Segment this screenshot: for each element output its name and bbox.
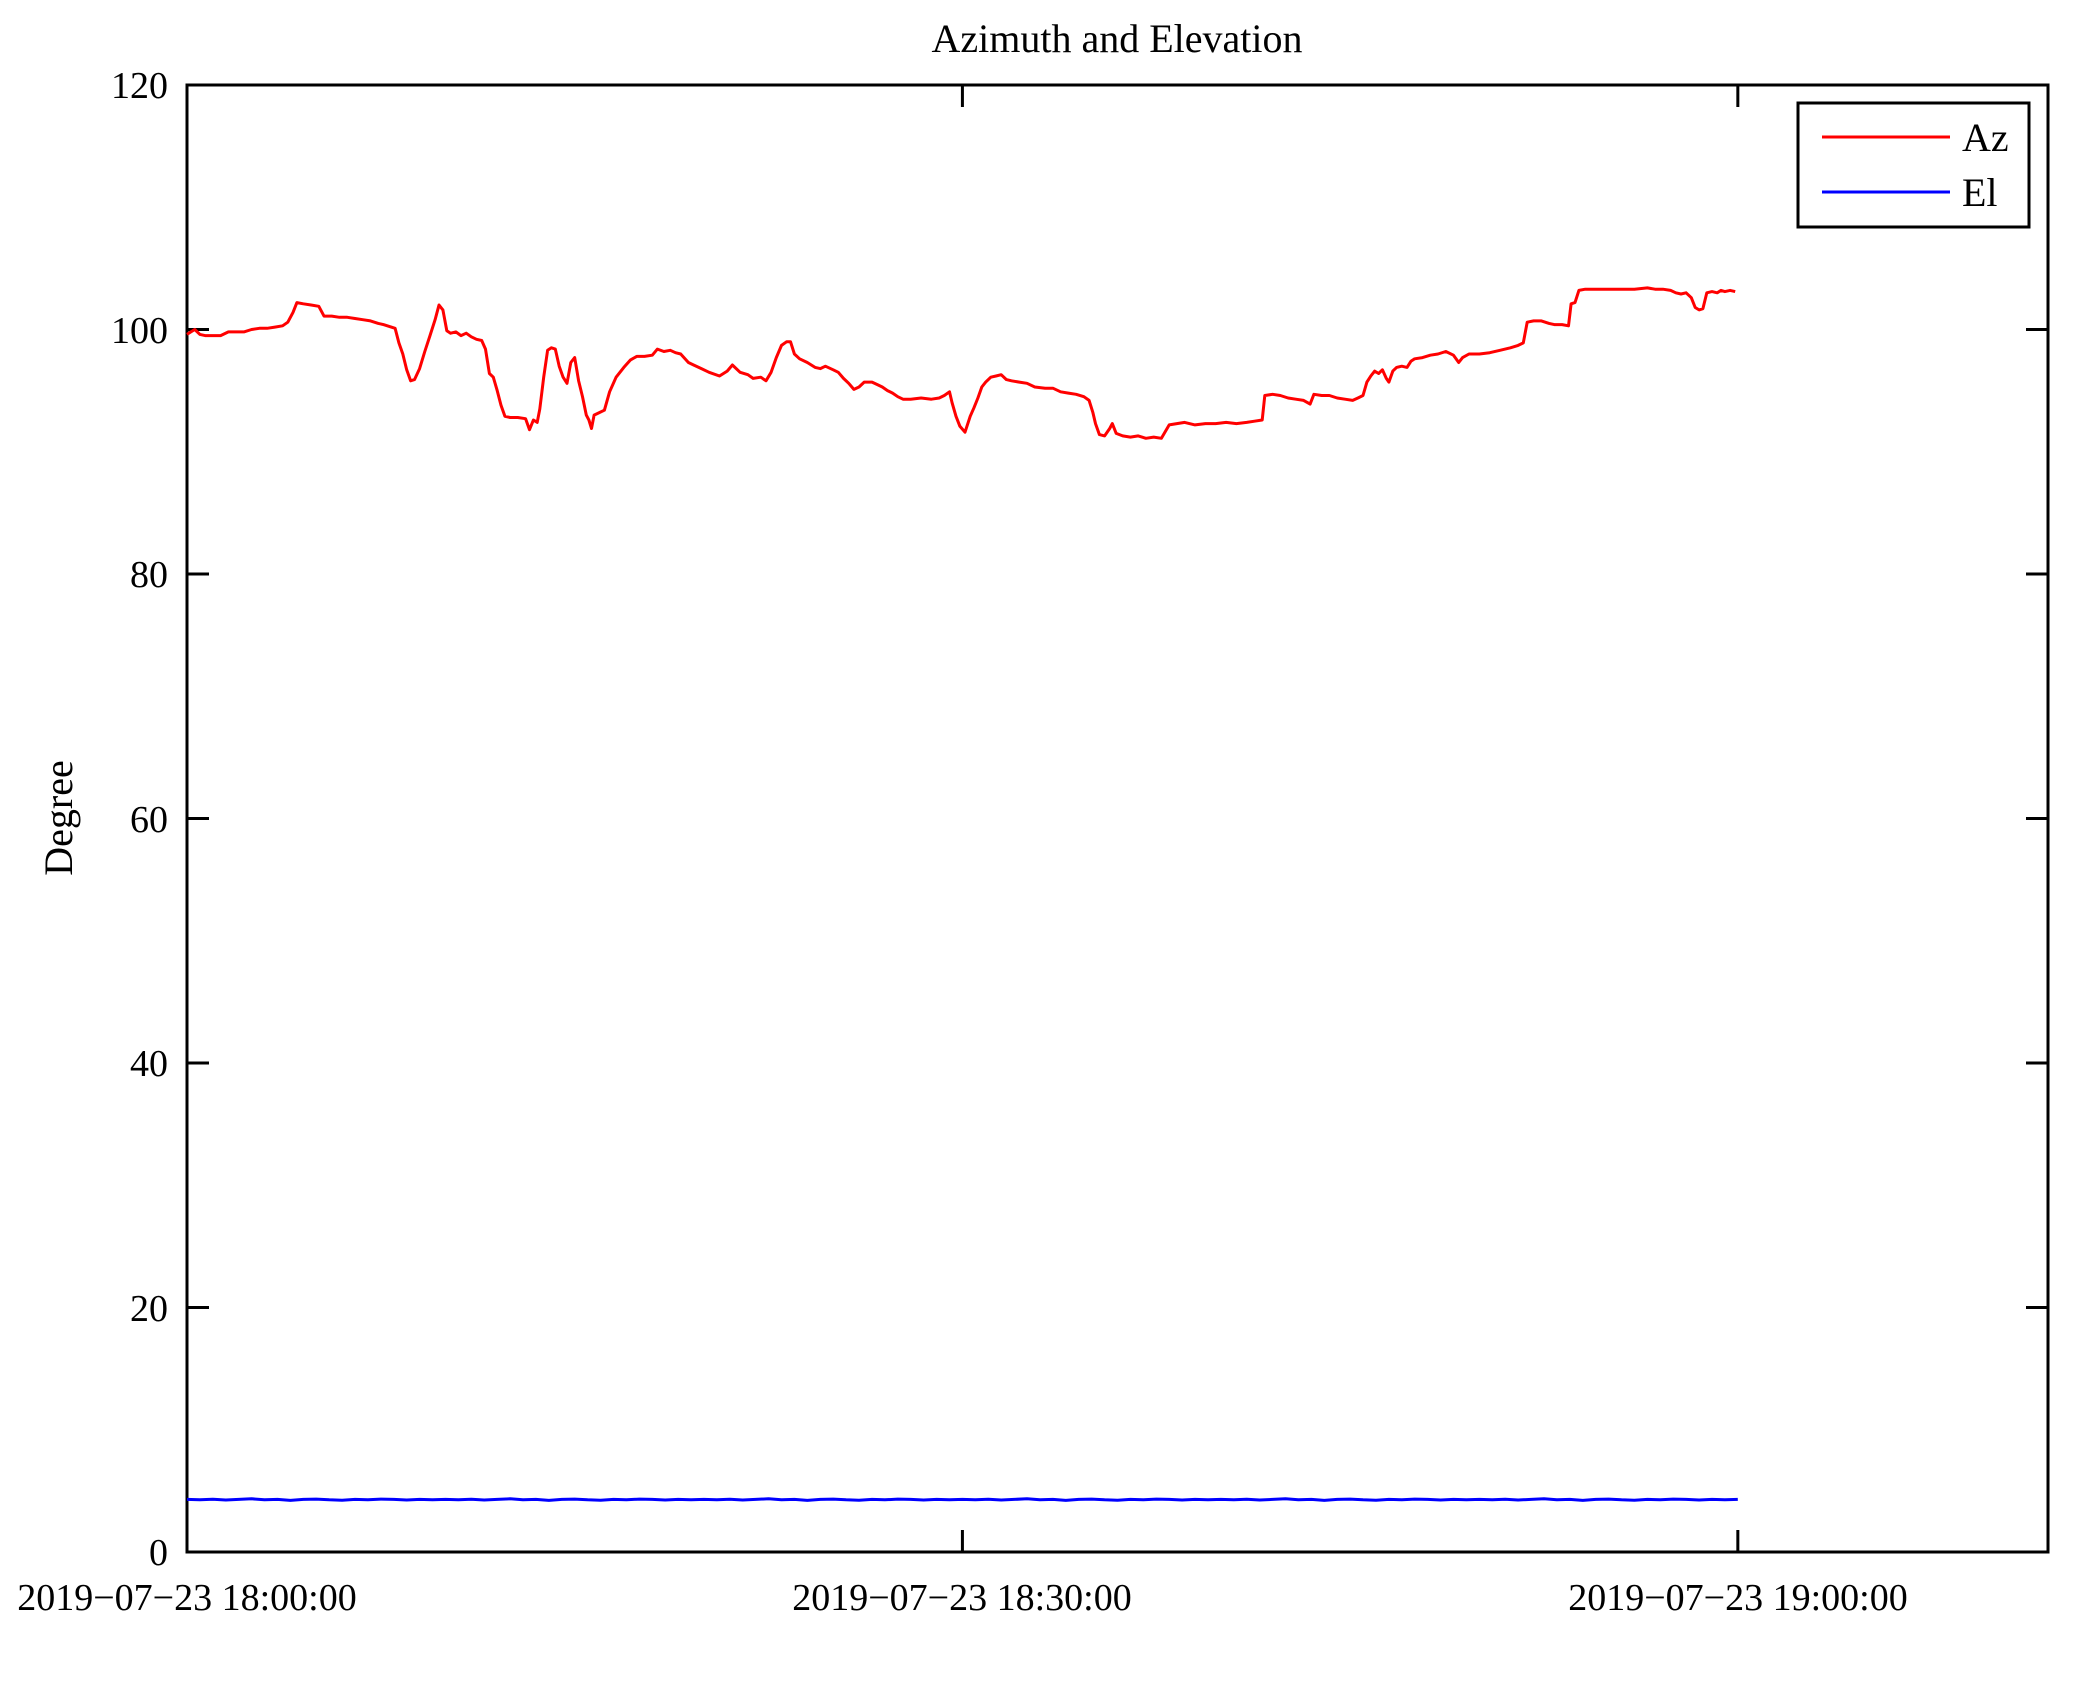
axes-frame [185, 83, 2050, 1554]
chart-title: Azimuth and Elevation [931, 16, 1302, 61]
y-tick-label-20: 20 [130, 1288, 168, 1330]
series-line-az [186, 286, 1736, 440]
y-tick-label-40: 40 [130, 1043, 168, 1085]
y-axis-label: Degree [36, 760, 81, 875]
axes-layer [185, 83, 2050, 1554]
legend: Az El [1796, 101, 2031, 229]
series-layer [186, 286, 1738, 1502]
y-tick-label-80: 80 [130, 554, 168, 596]
legend-az-label: Az [1962, 115, 2009, 160]
y-tick-label-100: 100 [111, 310, 168, 352]
y-tick-labels: 0 20 40 60 80 100 120 [111, 65, 168, 1574]
x-tick-labels: 2019−07−23 18:00:00 2019−07−23 18:30:00 … [17, 1577, 1907, 1619]
y-tick-label-0: 0 [149, 1532, 168, 1574]
x-tick-label-1800: 2019−07−23 18:00:00 [17, 1577, 356, 1619]
legend-el-label: El [1962, 170, 1998, 215]
y-tick-label-120: 120 [111, 65, 168, 107]
series-line-el [186, 1497, 1738, 1502]
x-tick-label-1900: 2019−07−23 19:00:00 [1568, 1577, 1907, 1619]
x-tick-label-1830: 2019−07−23 18:30:00 [792, 1577, 1131, 1619]
legend-box [1796, 101, 2031, 229]
y-tick-label-60: 60 [130, 799, 168, 841]
